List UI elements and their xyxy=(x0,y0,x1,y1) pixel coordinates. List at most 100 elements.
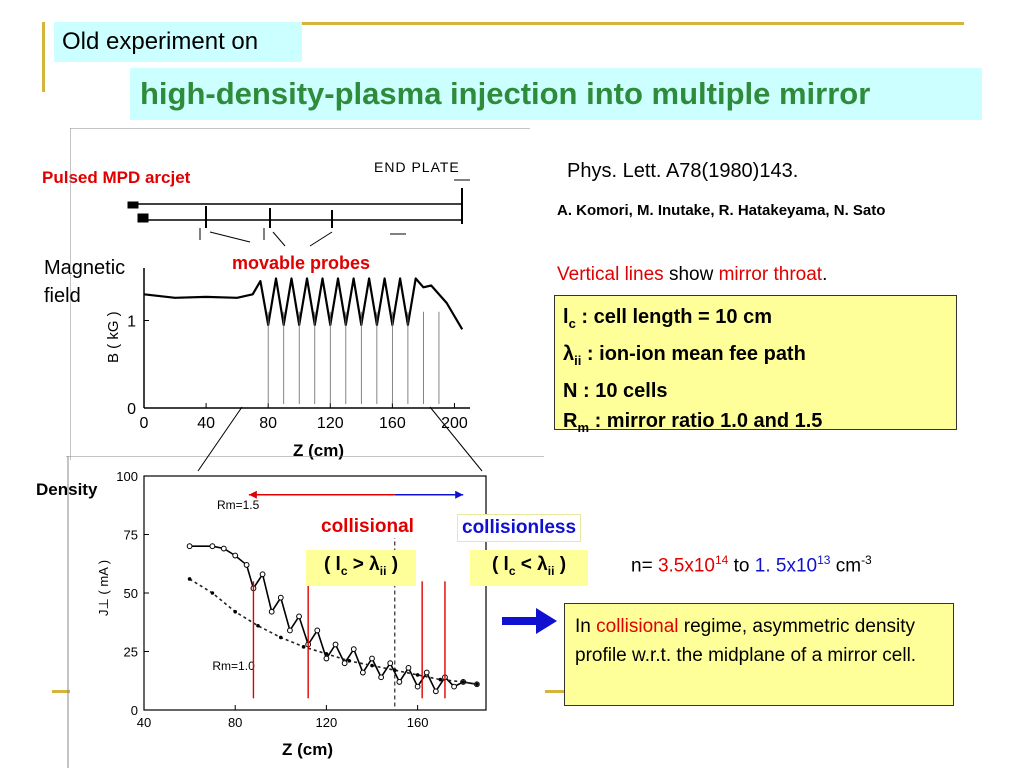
density-point xyxy=(296,613,302,620)
density-point xyxy=(323,655,330,662)
density-x-tick-label: 40 xyxy=(137,715,151,730)
density-point xyxy=(438,677,443,682)
density-chart: 40 80 120 160 0 25 50 75 100 Rm=1.5 Rm=1.0 xyxy=(116,469,487,730)
density-point xyxy=(370,663,374,668)
mirror-throat-text: mirror throat xyxy=(718,264,823,285)
density-point xyxy=(369,655,375,662)
density-point xyxy=(186,543,193,550)
note-box: In collisional regime, asymmetric densit… xyxy=(564,603,954,706)
density-point xyxy=(314,627,321,634)
show-text: show xyxy=(663,264,719,285)
b-field-line xyxy=(143,277,464,330)
b-x-tick-label: 80 xyxy=(259,415,277,432)
density-figure: 40 80 120 160 0 25 50 75 100 Rm=1.5 Rm=1.0 J⊥ ( mA… xyxy=(66,456,544,768)
density-point xyxy=(324,652,329,656)
density-range: n= 3.5x1014 to 1. 5x1013 cm-3 xyxy=(631,553,872,577)
density-point xyxy=(359,669,366,676)
density-series-line xyxy=(189,545,478,693)
definition-cell-length: lc : cell length = 10 cm xyxy=(563,306,772,331)
right-arrow-icon xyxy=(502,608,557,634)
density-point xyxy=(277,594,284,601)
density-point xyxy=(256,623,260,628)
density-point xyxy=(350,646,357,653)
slide-subtitle: Old experiment on xyxy=(54,22,302,62)
definitions-box: lc : cell length = 10 cm λii : ion-ion m… xyxy=(554,295,957,435)
density-point xyxy=(243,562,250,568)
density-y-tick-label: 50 xyxy=(124,586,138,601)
density-point xyxy=(378,674,385,681)
density-point xyxy=(387,660,394,667)
density-point xyxy=(347,659,352,663)
density-y-tick-label: 75 xyxy=(124,528,138,543)
collisionless-condition: ( lc < λii ) xyxy=(470,550,588,586)
density-point xyxy=(187,577,192,581)
density-point xyxy=(259,571,266,578)
decor-line-bottom-right xyxy=(545,690,565,693)
density-point xyxy=(461,680,466,684)
density-title: Density xyxy=(36,480,98,499)
density-point xyxy=(423,669,430,676)
density-ylabel: J⊥ ( mA ) xyxy=(96,560,111,616)
magnetic-field-chart: 0 40 80 120 160 200 0 1 xyxy=(127,268,470,432)
b-y-tick-label: 1 xyxy=(127,314,136,331)
density-y-tick-label: 0 xyxy=(131,703,138,718)
density-frame xyxy=(143,475,487,711)
definition-mirror-ratio: Rm : mirror ratio 1.0 and 1.5 xyxy=(563,410,823,435)
density-series-line xyxy=(189,578,478,686)
b-x-tick-label: 40 xyxy=(197,415,215,432)
vertical-lines-text: Vertical lines xyxy=(557,264,664,285)
density-x-tick-label: 120 xyxy=(316,715,338,730)
b-y-tick-label: 0 xyxy=(127,401,136,418)
vertical-lines-note: Vertical lines show mirror throat. xyxy=(557,264,827,286)
density-point xyxy=(396,679,403,685)
collisionless-arrow-head xyxy=(455,490,464,499)
magnetic-label: Magnetic field xyxy=(44,254,126,310)
density-y-tick-label: 100 xyxy=(116,469,138,484)
density-point xyxy=(287,627,293,634)
density-point xyxy=(332,641,339,648)
definition-cells: N : 10 cells xyxy=(563,380,668,402)
probes-label: movable probes xyxy=(232,253,371,274)
zoom-connectors xyxy=(197,406,483,472)
b-x-tick-label: 120 xyxy=(317,415,344,432)
b-x-tick-label: 160 xyxy=(379,415,406,432)
series-label-rm15: Rm=1.5 xyxy=(217,498,260,512)
density-point xyxy=(232,552,239,559)
b-x-tick-label: 0 xyxy=(140,415,149,432)
density-point xyxy=(415,673,420,677)
authors: A. Komori, M. Inutake, R. Hatakeyama, N.… xyxy=(557,202,886,219)
density-point xyxy=(341,660,348,667)
magnetic-field-figure: END PLATE 0 40 80 120 160 200 0 1 B ( kG ) xyxy=(70,128,530,460)
collisional-label: collisional xyxy=(318,516,417,538)
b-ylabel: B ( kG ) xyxy=(105,311,122,363)
density-point xyxy=(451,683,457,690)
period-text: . xyxy=(822,264,828,285)
density-point xyxy=(268,608,275,615)
definition-mean-free-path: λii : ion-ion mean fee path xyxy=(563,343,806,368)
series-label-rm10: Rm=1.0 xyxy=(212,659,255,673)
apparatus-schematic xyxy=(127,179,470,247)
arcjet-label: Pulsed MPD arcjet xyxy=(42,168,191,187)
collisional-condition: ( lc > λii ) xyxy=(306,550,416,586)
b-x-tick-label: 200 xyxy=(441,415,468,432)
end-plate-label: END PLATE xyxy=(374,159,460,175)
density-point xyxy=(279,635,283,640)
decor-line-bottom-left xyxy=(52,690,70,693)
collisional-arrow-head xyxy=(248,490,257,499)
density-point xyxy=(432,688,439,695)
density-point xyxy=(414,683,421,690)
decor-line-top xyxy=(300,22,964,25)
density-point xyxy=(209,543,216,550)
decor-line-left xyxy=(42,22,45,92)
density-point xyxy=(475,682,479,687)
slide-title: high-density-plasma injection into multi… xyxy=(130,68,982,120)
density-point xyxy=(220,545,227,552)
density-xlabel: Z (cm) xyxy=(274,740,341,760)
citation: Phys. Lett. A78(1980)143. xyxy=(567,160,799,182)
density-x-tick-label: 160 xyxy=(407,715,429,730)
density-point xyxy=(210,591,215,595)
density-point xyxy=(405,664,412,671)
collisionless-label: collisionless xyxy=(457,514,582,542)
density-y-tick-label: 25 xyxy=(124,645,138,660)
density-point xyxy=(301,645,306,649)
